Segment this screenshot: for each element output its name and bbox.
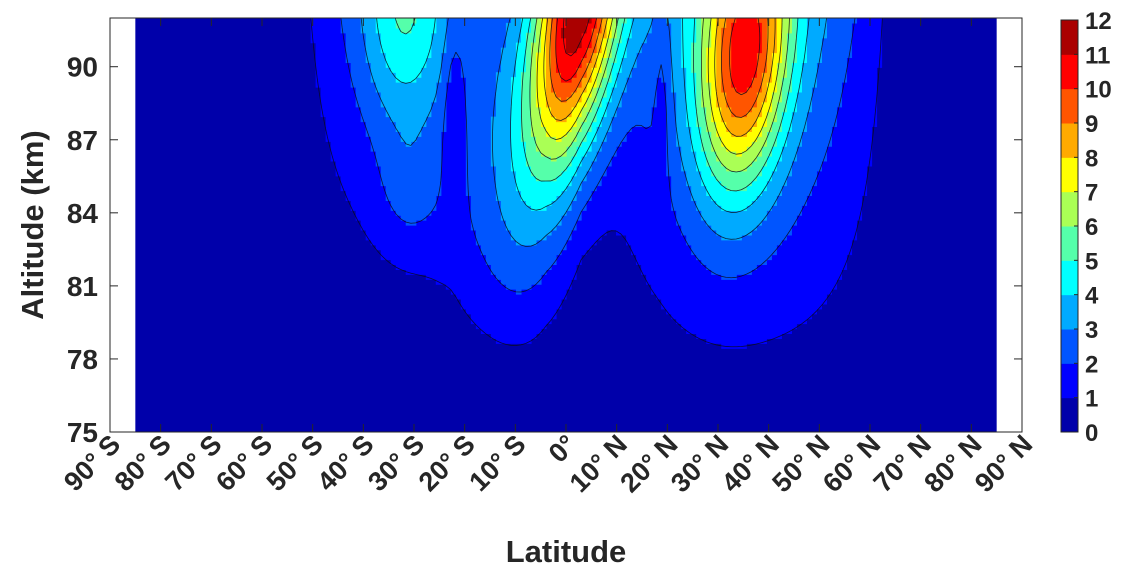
x-tick-label: 70° N (868, 429, 937, 498)
colorbar-segment (1061, 226, 1078, 261)
x-tick-label: 80° S (109, 429, 177, 497)
x-tick-label: 0° (543, 429, 582, 468)
contour-line-10 (555, 18, 761, 96)
x-tick-label: 50° N (766, 429, 835, 498)
y-tick-label: 75 (67, 417, 98, 448)
x-tick-label: 10° N (564, 429, 633, 498)
colorbar-tick-label: 1 (1085, 386, 1098, 413)
colorbar-segment (1061, 294, 1078, 330)
colorbar-tick-label: 12 (1085, 8, 1112, 35)
colorbar-segment (1061, 123, 1078, 158)
contour-line-6 (529, 18, 790, 173)
plot-area (109, 17, 1023, 433)
colorbar-tick-label: 3 (1085, 317, 1098, 344)
colorbar-segment (1061, 363, 1078, 399)
contour-line-8 (543, 18, 776, 137)
axes (109, 17, 1023, 433)
y-tick-label: 87 (67, 125, 98, 156)
colorbar-tick-label: 2 (1085, 351, 1098, 378)
colorbar-tick-label: 7 (1085, 180, 1098, 207)
x-tick-label: 50° S (261, 429, 329, 497)
x-tick-label: 90° N (969, 429, 1038, 498)
x-tick-label: 10° S (463, 429, 531, 497)
contour-band-5 (395, 18, 797, 192)
colorbar-tick-label: 8 (1085, 145, 1098, 172)
x-tick-label: 70° S (159, 429, 227, 497)
y-tick-label: 84 (67, 198, 99, 229)
colorbar-tick-label: 9 (1085, 111, 1098, 138)
colorbar-tick-label: 5 (1085, 248, 1098, 275)
colorbar-segment (1061, 157, 1078, 193)
colorbar-tick-label: 0 (1085, 420, 1098, 447)
x-tick-label: 60° N (817, 429, 886, 498)
colorbar-segment (1061, 397, 1078, 433)
contour-line-9 (549, 18, 769, 118)
colorbar-tick-label: 11 (1085, 42, 1110, 69)
x-tick-label: 40° S (311, 429, 379, 497)
contour-line-2 (340, 18, 856, 293)
colorbar-segment (1061, 54, 1078, 90)
contour-fills (135, 18, 997, 432)
colorbar-tick-label: 6 (1085, 214, 1098, 241)
contour-line-1 (310, 18, 883, 348)
contour-line-3 (360, 18, 828, 247)
x-tick-label: 80° N (918, 429, 987, 498)
x-axis-title: Latitude (506, 534, 627, 569)
contour-line-5 (394, 18, 799, 192)
contour-band-11 (560, 18, 592, 54)
colorbar-segment (1061, 88, 1078, 124)
colorbar-segment (1061, 191, 1078, 227)
colorbar-tick-label: 10 (1085, 77, 1112, 104)
y-tick-label: 78 (67, 344, 98, 375)
x-tick-label: 20° N (614, 429, 683, 498)
y-axis-title: Altitude (km) (15, 130, 50, 319)
x-tick-label: 30° S (362, 429, 430, 497)
x-tick-label: 60° S (210, 429, 278, 497)
colorbar-segment (1061, 260, 1078, 296)
colorbar-tick-label: 4 (1085, 283, 1099, 310)
x-tick-label: 20° S (413, 429, 481, 497)
colorbar-segment (1061, 329, 1078, 364)
y-tick-labels: 75 78 81 84 87 90 (67, 52, 99, 448)
x-tick-label: 30° N (665, 429, 734, 498)
colorbar (1060, 19, 1079, 433)
x-tick-labels: 90° S80° S70° S60° S50° S40° S30° S20° S… (58, 429, 1038, 498)
contour-line-11 (562, 18, 590, 57)
contour-lines (310, 18, 883, 348)
y-tick-label: 90 (67, 52, 98, 83)
contour-line-4 (376, 18, 810, 213)
contour-line-7 (536, 18, 783, 155)
x-tick-label: 40° N (716, 429, 785, 498)
y-tick-label: 81 (67, 271, 98, 302)
colorbar-segment (1061, 20, 1078, 55)
